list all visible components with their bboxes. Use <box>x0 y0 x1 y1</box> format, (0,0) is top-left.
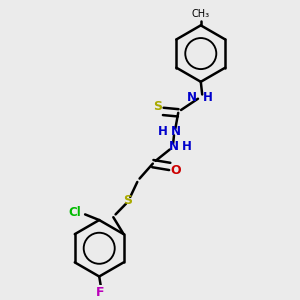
Text: N: N <box>169 140 179 153</box>
Text: N: N <box>187 91 197 104</box>
Text: S: S <box>123 194 132 207</box>
Text: Cl: Cl <box>69 206 82 220</box>
Text: F: F <box>96 286 105 298</box>
Text: CH₃: CH₃ <box>192 9 210 19</box>
Text: S: S <box>153 100 162 113</box>
Text: H: H <box>203 91 213 104</box>
Text: N: N <box>170 125 180 138</box>
Text: H: H <box>182 140 192 153</box>
Text: H: H <box>158 125 168 138</box>
Text: O: O <box>170 164 181 177</box>
